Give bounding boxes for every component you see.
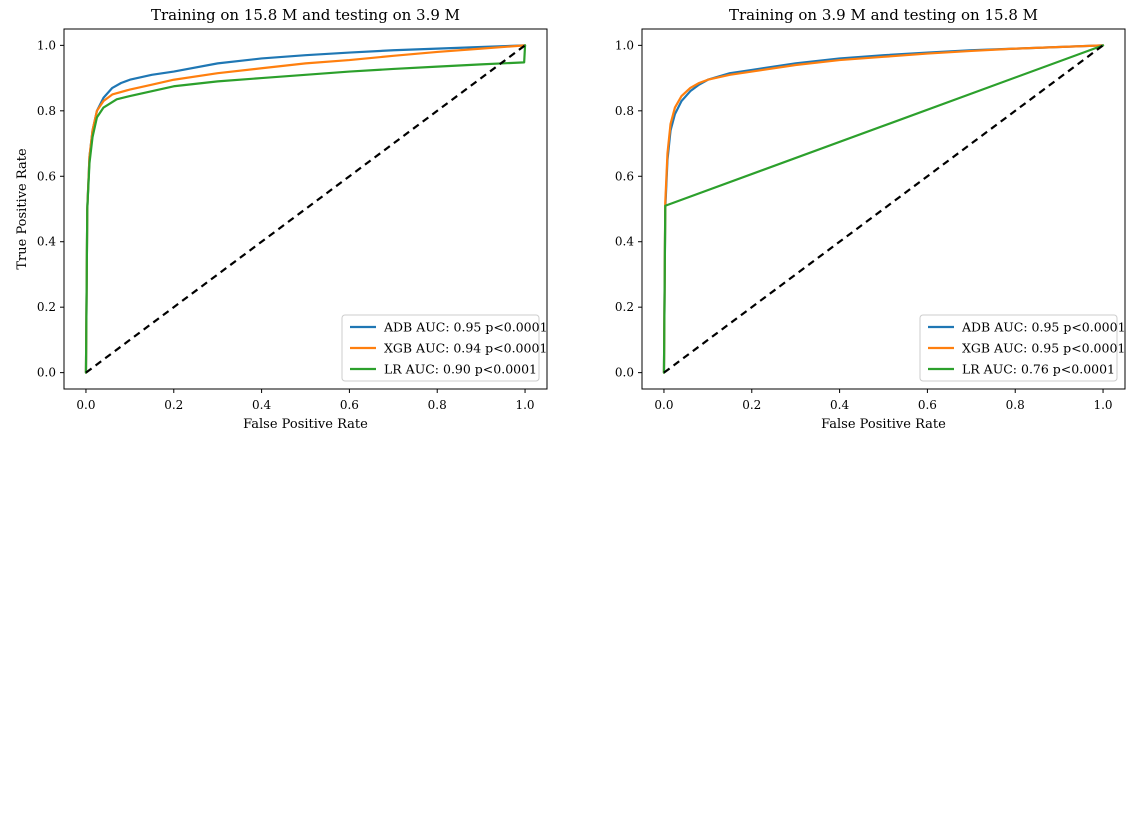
chart-title: Training on 15.8 M and testing on 3.9 M [151, 6, 460, 24]
x-tick-label: 0.4 [252, 398, 271, 412]
x-axis-label: False Positive Rate [243, 417, 368, 432]
legend-box [341, 314, 540, 382]
y-tick-label: 0.8 [37, 104, 56, 118]
x-tick-label: 0.2 [742, 398, 761, 412]
y-tick-label: 0.0 [615, 366, 634, 380]
y-tick-label: 0.4 [615, 235, 634, 249]
roc-curve-lr [662, 44, 1105, 374]
y-tick-label: 0.6 [615, 169, 634, 183]
x-tick-label: 0.4 [830, 398, 849, 412]
chart-2: Training on 3.9 M and testing on 15.8 M 0… [615, 6, 1126, 432]
legend-label: LR AUC: 0.76 p<0.0001 [962, 362, 1115, 377]
chance-diagonal-line [85, 44, 526, 374]
x-tick-label: 0.2 [164, 398, 183, 412]
y-tick-label: 0.2 [615, 300, 634, 314]
y-tick-label: 0.6 [37, 169, 56, 183]
chart-1: Training on 15.8 M and testing on 3.9 M 0… [15, 6, 548, 432]
legend: ADB AUC: 0.95 p<0.0001 XGB AUC: 0.95 p<0.… [919, 314, 1126, 382]
y-tick-label: 0.2 [37, 300, 56, 314]
x-tick-label: 0.8 [1006, 398, 1025, 412]
legend-label: XGB AUC: 0.95 p<0.0001 [962, 341, 1125, 356]
legend-label: LR AUC: 0.90 p<0.0001 [384, 362, 537, 377]
y-tick-label: 1.0 [37, 38, 56, 52]
y-tick-label: 0.0 [37, 366, 56, 380]
y-tick-label: 1.0 [615, 38, 634, 52]
roc-curve-lr [84, 44, 527, 374]
x-tick-label: 1.0 [1093, 398, 1112, 412]
x-tick-label: 1.0 [515, 398, 534, 412]
plot-frame [641, 28, 1126, 390]
y-tick-label: 0.4 [37, 235, 56, 249]
chart-title: Training on 3.9 M and testing on 15.8 M [729, 6, 1038, 24]
x-tick-label: 0.6 [918, 398, 937, 412]
legend-label: ADB AUC: 0.95 p<0.0001 [383, 320, 548, 335]
x-tick-label: 0.8 [428, 398, 447, 412]
chance-diagonal-line [663, 44, 1104, 374]
x-axis-label: False Positive Rate [821, 417, 946, 432]
plot-frame [63, 28, 548, 390]
x-tick-label: 0.6 [340, 398, 359, 412]
x-tick-label: 0.0 [654, 398, 673, 412]
y-tick-label: 0.8 [615, 104, 634, 118]
y-axis-label: True Positive Rate [15, 148, 30, 270]
x-tick-label: 0.0 [76, 398, 95, 412]
legend-box [919, 314, 1118, 382]
roc-curve-xgb [662, 44, 1105, 374]
legend-label: XGB AUC: 0.94 p<0.0001 [384, 341, 547, 356]
legend: ADB AUC: 0.95 p<0.0001 XGB AUC: 0.94 p<0.… [341, 314, 548, 382]
legend-label: ADB AUC: 0.95 p<0.0001 [961, 320, 1126, 335]
